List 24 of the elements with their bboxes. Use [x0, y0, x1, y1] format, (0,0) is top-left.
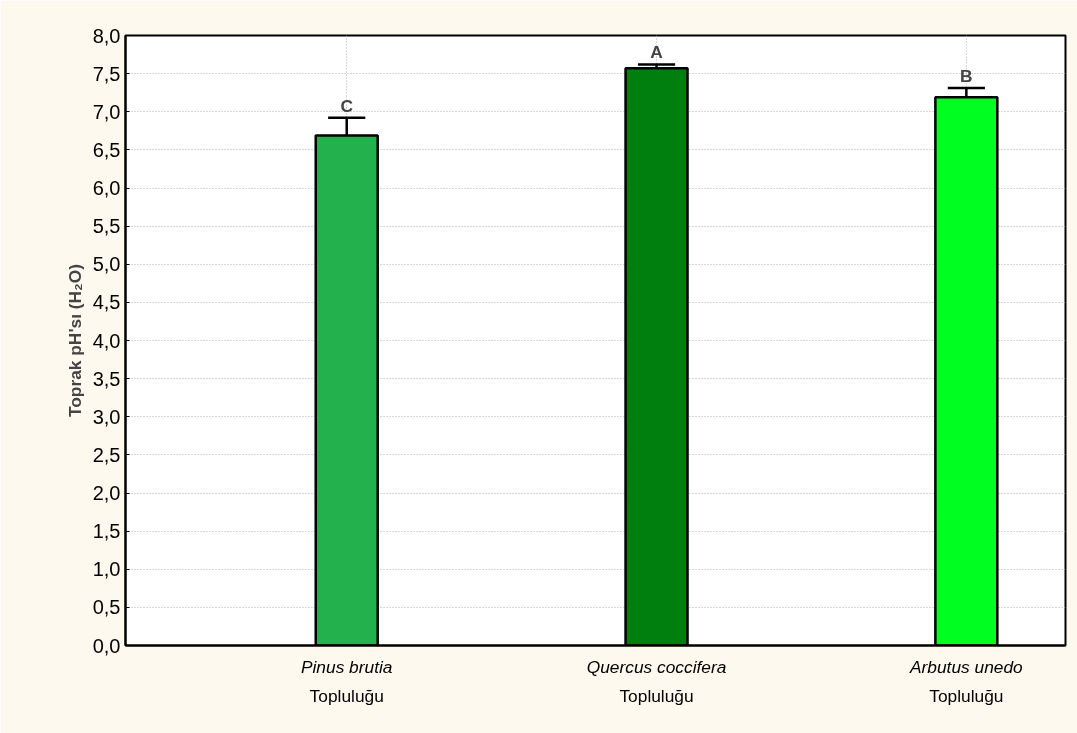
y-tick-label: 7,5 — [92, 62, 121, 85]
y-tick-label: 1,5 — [92, 520, 121, 543]
y-tick-label: 2,5 — [92, 443, 121, 466]
category-label: Pinus brutia Topluluğu — [300, 656, 393, 706]
y-tick-label: 7,0 — [92, 100, 121, 123]
annotation: C — [340, 95, 354, 116]
y-tick-label: 5,5 — [92, 215, 121, 238]
y-tick-label: 3,0 — [92, 405, 121, 428]
annotation: B — [960, 66, 973, 87]
y-tick-label: 3,5 — [92, 367, 121, 390]
category-label: Quercus coccifera Topluluğu — [586, 656, 727, 706]
annotation: A — [650, 42, 664, 63]
y-tick-label: 0,0 — [92, 634, 121, 657]
y-tick-label: 0,5 — [92, 596, 121, 619]
y-tick-label: 1,0 — [92, 558, 121, 581]
category-label: Arbutus unedo Topluluğu — [910, 656, 1023, 706]
y-tick-label: 6,5 — [92, 138, 121, 161]
y-tick-label: 4,0 — [92, 329, 121, 352]
y-tick-label: 5,0 — [92, 253, 121, 276]
y-tick-label: 8,0 — [92, 24, 121, 47]
y-tick-label: 2,0 — [92, 482, 121, 504]
y-tick-label: 4,5 — [92, 291, 121, 314]
y-axis-title: Toprak pH'sı (H₂O) — [64, 263, 85, 418]
y-tick-label: 6,0 — [92, 177, 121, 199]
